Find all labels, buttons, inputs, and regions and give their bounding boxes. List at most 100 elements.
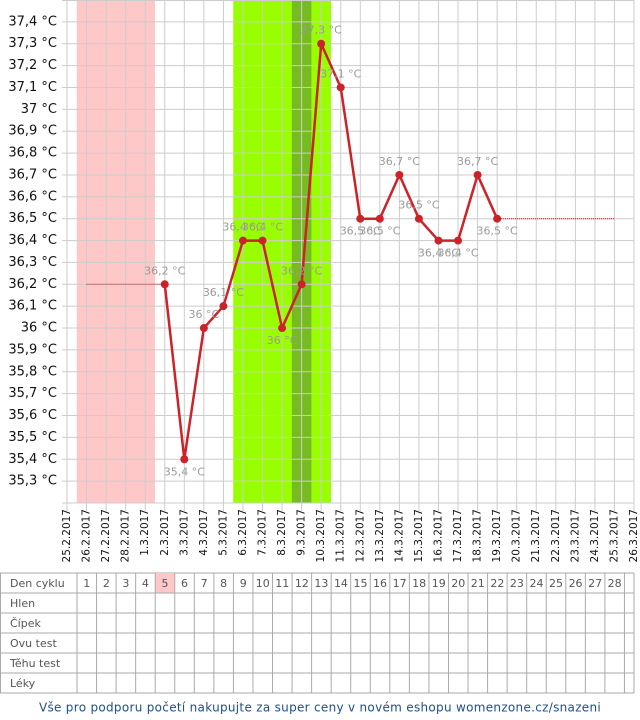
- value-label: 36,4 °C: [222, 221, 263, 234]
- x-tick-label: 24.3.2017: [589, 509, 601, 562]
- temperature-point: [395, 170, 404, 179]
- y-tick-label: 36,8 °C: [8, 146, 57, 161]
- y-tick-label: 37,2 °C: [8, 58, 57, 73]
- cycle-day: 21: [471, 577, 485, 590]
- x-tick-label: 5.3.2017: [217, 509, 229, 556]
- cycle-day: 2: [103, 577, 110, 590]
- x-tick-label: 15.3.2017: [413, 509, 425, 562]
- cycle-day: 27: [588, 577, 602, 590]
- value-label: 36,5 °C: [398, 199, 439, 212]
- footer-link[interactable]: Vše pro podporu početí nakupujte za supe…: [39, 701, 601, 715]
- value-label: 36,5 °C: [477, 225, 518, 238]
- temperature-point: [356, 214, 365, 223]
- phase-band: [76, 0, 155, 503]
- value-label: 36,2 °C: [281, 264, 322, 277]
- y-tick-label: 35,8 °C: [8, 364, 57, 379]
- value-label: 35,4 °C: [164, 465, 205, 478]
- highlight-day: [155, 573, 175, 593]
- cycle-day: 7: [201, 577, 208, 590]
- cycle-day: 19: [432, 577, 446, 590]
- temperature-point: [454, 236, 463, 245]
- value-label: 36,2 °C: [144, 264, 185, 277]
- y-tick-label: 35,7 °C: [8, 386, 57, 401]
- temperature-point: [258, 236, 267, 245]
- y-tick-label: 35,4 °C: [8, 452, 57, 467]
- value-label: 36,4 °C: [242, 221, 283, 234]
- y-tick-label: 36 °C: [21, 321, 57, 336]
- y-tick-label: 36,4 °C: [8, 233, 57, 248]
- cycle-day: 3: [122, 577, 129, 590]
- value-label: 36 °C: [267, 334, 298, 347]
- cycle-day: 20: [451, 577, 465, 590]
- x-tick-label: 4.3.2017: [198, 509, 210, 556]
- y-tick-label: 37,4 °C: [8, 14, 57, 29]
- value-label: 36,7 °C: [379, 155, 420, 168]
- lines: 36,2 °C35,4 °C36 °C36,1 °C36,4 °C36,4 °C…: [86, 24, 615, 478]
- x-tick-label: 25.2.2017: [61, 509, 73, 562]
- table-row-label: Ovu test: [10, 637, 57, 650]
- cycle-day: 16: [373, 577, 387, 590]
- cycle-day: 14: [334, 577, 348, 590]
- cycle-day: 12: [295, 577, 309, 590]
- value-label: 36,7 °C: [457, 155, 498, 168]
- table-row-label: Čípek: [10, 617, 41, 630]
- cycle-day: 26: [569, 577, 583, 590]
- temperature-point: [238, 236, 247, 245]
- cycle-day: 6: [181, 577, 188, 590]
- y-tick-label: 35,3 °C: [8, 474, 57, 489]
- cycle-day: 11: [275, 577, 289, 590]
- x-tick-label: 13.3.2017: [374, 509, 386, 562]
- temperature-point: [317, 39, 326, 48]
- cycle-day: 25: [549, 577, 563, 590]
- y-tick-label: 37,3 °C: [8, 36, 57, 51]
- temperature-point: [219, 302, 228, 311]
- cycle-day: 9: [240, 577, 247, 590]
- x-tick-label: 18.3.2017: [472, 509, 484, 562]
- cycle-day: 15: [354, 577, 368, 590]
- value-label: 36 °C: [189, 308, 220, 321]
- x-tick-label: 25.3.2017: [608, 509, 620, 562]
- x-tick-label: 11.3.2017: [335, 509, 347, 562]
- grid: 35,3 °C 35,4 °C 35,5 °C 35,6 °C 35,7 °C 35,8 …: [8, 0, 640, 562]
- x-tick-label: 7.3.2017: [257, 509, 269, 556]
- cycle-day: 17: [393, 577, 407, 590]
- y-tick-label: 36,3 °C: [8, 255, 57, 270]
- cycle-day: 1: [83, 577, 90, 590]
- x-tick-label: 17.3.2017: [452, 509, 464, 562]
- x-tick-label: 22.3.2017: [550, 509, 562, 562]
- x-tick-label: 16.3.2017: [432, 509, 444, 562]
- y-tick-label: 35,5 °C: [8, 430, 57, 445]
- temperature-point: [414, 214, 423, 223]
- value-label: 37,1 °C: [320, 67, 361, 80]
- temperature-point: [180, 455, 189, 464]
- cycle-day: 22: [490, 577, 504, 590]
- value-label: 36,4 °C: [437, 247, 478, 260]
- x-tick-label: 1.3.2017: [139, 509, 151, 556]
- table-row-label: Hlen: [10, 597, 35, 610]
- x-tick-label: 26.3.2017: [628, 509, 640, 562]
- cycle-day: 8: [220, 577, 227, 590]
- cycle-day: 28: [608, 577, 622, 590]
- x-tick-label: 2.3.2017: [159, 509, 171, 556]
- temperature-point: [297, 280, 306, 289]
- temperature-point: [434, 236, 443, 245]
- x-tick-label: 21.3.2017: [530, 509, 542, 562]
- y-tick-label: 36,6 °C: [8, 189, 57, 204]
- y-tick-label: 36,9 °C: [8, 124, 57, 139]
- x-tick-label: 23.3.2017: [569, 509, 581, 562]
- x-tick-label: 27.2.2017: [100, 509, 112, 562]
- table-row-label: Těhu test: [9, 657, 61, 670]
- x-tick-label: 14.3.2017: [393, 509, 405, 562]
- cycle-day: 23: [510, 577, 524, 590]
- table-row-label: Léky: [10, 677, 36, 690]
- x-tick-label: 3.3.2017: [178, 509, 190, 556]
- x-tick-label: 26.2.2017: [81, 509, 93, 562]
- y-tick-label: 37,1 °C: [8, 80, 57, 95]
- temperature-point: [336, 83, 345, 92]
- y-tick-label: 36,2 °C: [8, 277, 57, 292]
- x-tick-label: 28.2.2017: [120, 509, 132, 562]
- value-label: 36,4 °C: [418, 247, 459, 260]
- x-tick-label: 6.3.2017: [237, 509, 249, 556]
- table-row-label: Den cyklu: [10, 577, 65, 590]
